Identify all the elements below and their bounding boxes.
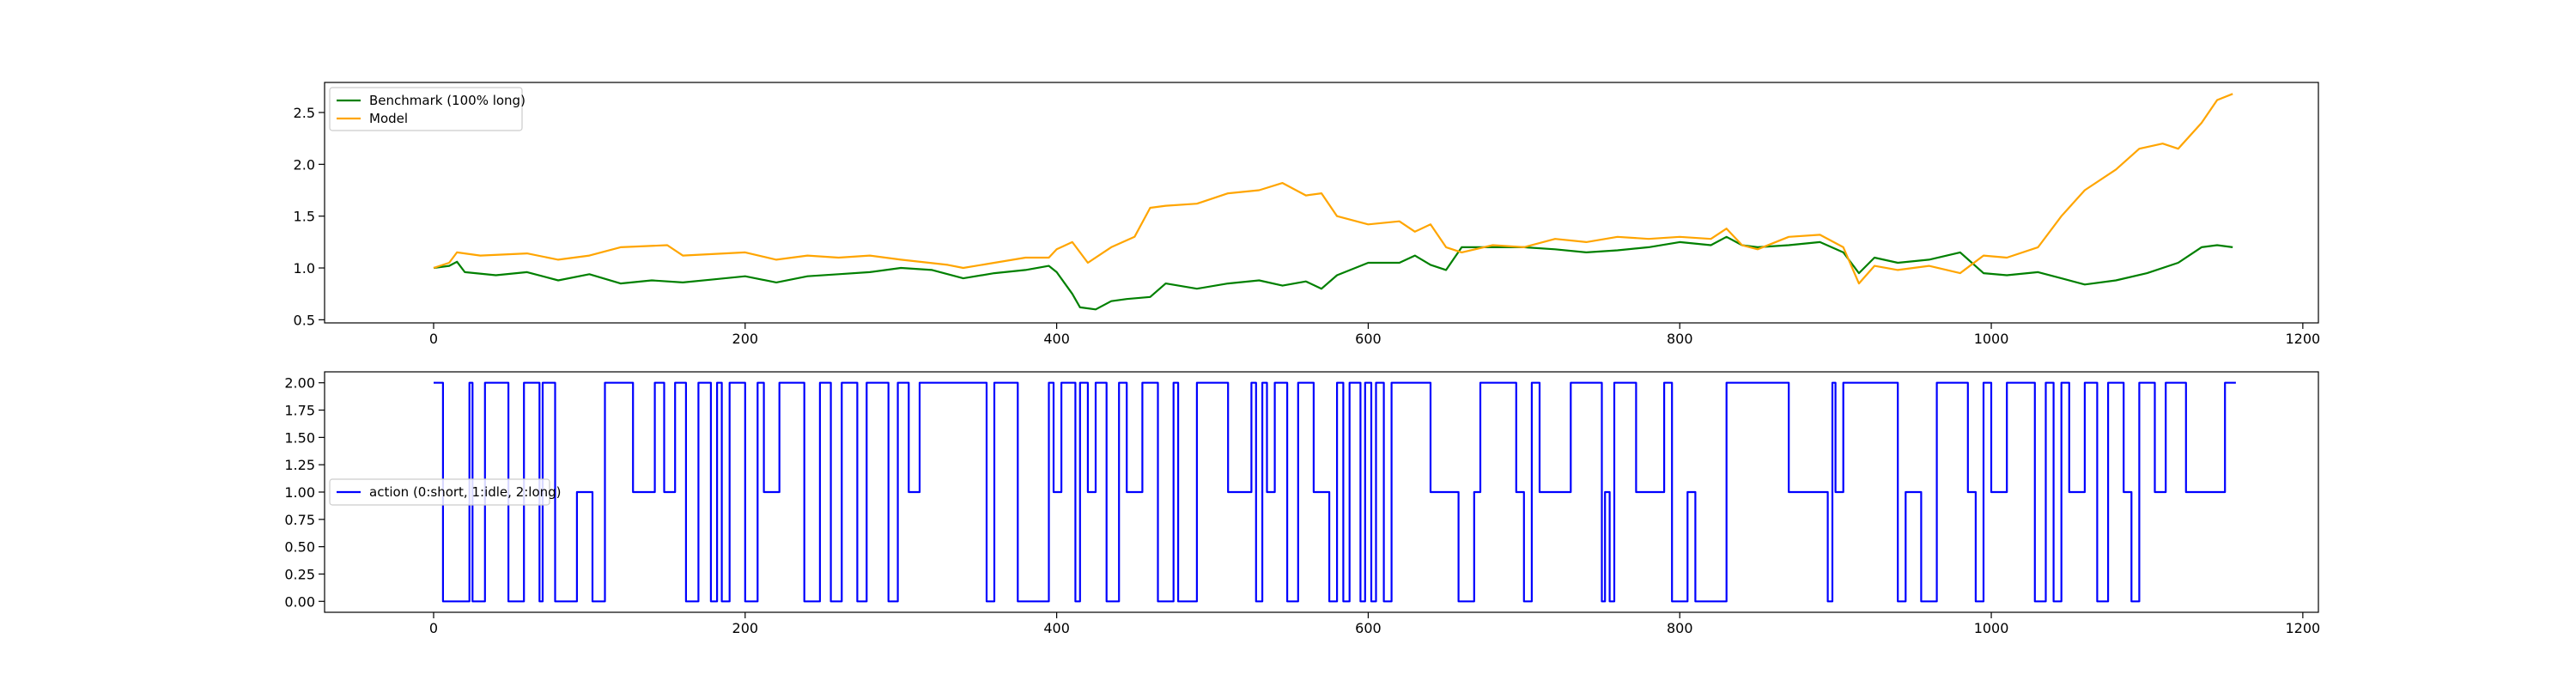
x-tick-label: 800 (1667, 620, 1693, 636)
y-tick-label: 1.25 (284, 457, 315, 473)
x-tick-label: 800 (1667, 331, 1693, 347)
y-tick-label: 0.00 (284, 593, 315, 610)
series-line-1-0 (434, 381, 2236, 603)
y-tick-label: 1.50 (284, 429, 315, 446)
x-tick-label: 1000 (1974, 331, 2009, 347)
y-tick-label: 2.00 (284, 375, 315, 392)
series-line-0-0 (433, 235, 2233, 311)
y-tick-label: 1.5 (294, 209, 315, 225)
x-tick-label: 600 (1355, 620, 1382, 636)
legend-label: Benchmark (100% long) (369, 93, 526, 108)
legend-label: action (0:short, 1:idle, 2:long) (369, 484, 562, 500)
y-tick-label: 0.5 (294, 312, 315, 328)
x-tick-label: 1000 (1974, 620, 2009, 636)
legend-box (329, 87, 523, 131)
axes-frame (324, 82, 2319, 324)
y-tick-label: 1.00 (284, 484, 315, 501)
y-tick-label: 0.75 (284, 512, 315, 528)
series-line-0-1 (433, 93, 2233, 285)
y-tick-label: 2.5 (294, 105, 315, 121)
y-tick-label: 2.0 (294, 156, 315, 173)
x-tick-label: 200 (732, 620, 759, 636)
x-tick-label: 600 (1355, 331, 1382, 347)
y-tick-label: 0.50 (284, 539, 315, 556)
x-tick-label: 400 (1043, 331, 1070, 347)
x-tick-label: 200 (732, 331, 759, 347)
bottom-action-chart: 0 200 400 600 800 1000 1200 0.00 0.25 0.50 0.75 1.0… (284, 371, 2321, 636)
x-tick-label: 0 (429, 620, 438, 636)
legend-box (329, 478, 550, 506)
x-tick-label: 400 (1043, 620, 1070, 636)
x-tick-label: 0 (429, 331, 438, 347)
top-performance-chart: 0 200 400 600 800 1000 1200 0.5 1.0 1.5 2.0 2.5 Benc… (294, 82, 2321, 347)
legend: Benchmark (100% long) Model (329, 87, 526, 131)
x-tick-label: 1200 (2286, 620, 2321, 636)
legend: action (0:short, 1:idle, 2:long) (329, 478, 562, 506)
y-tick-label: 1.0 (294, 260, 315, 277)
y-tick-label: 1.75 (284, 403, 315, 419)
x-tick-label: 1200 (2286, 331, 2321, 347)
legend-label: Model (369, 111, 408, 126)
y-tick-label: 0.25 (284, 566, 315, 582)
